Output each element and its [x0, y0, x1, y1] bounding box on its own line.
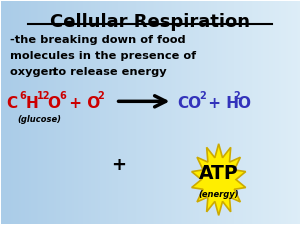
Text: oxygen: oxygen [10, 67, 60, 77]
Text: 6: 6 [59, 91, 66, 101]
Text: 12: 12 [37, 91, 51, 101]
Text: H: H [26, 96, 38, 111]
Text: + H: + H [203, 96, 239, 111]
Text: molecules in the presence of: molecules in the presence of [10, 51, 196, 61]
Text: 6: 6 [20, 91, 26, 101]
Text: -the breaking down of food: -the breaking down of food [10, 35, 185, 45]
Text: 2: 2 [234, 91, 240, 101]
Text: +: + [111, 156, 126, 174]
Text: O: O [238, 96, 250, 111]
Polygon shape [192, 144, 246, 215]
Text: CO: CO [177, 96, 201, 111]
Text: to release energy: to release energy [53, 67, 166, 77]
Text: Cellular Respiration: Cellular Respiration [50, 13, 250, 31]
Text: ATP: ATP [199, 164, 238, 184]
Text: 2: 2 [98, 91, 104, 101]
Text: 2: 2 [199, 91, 206, 101]
Text: C: C [7, 96, 18, 111]
Text: (energy): (energy) [198, 190, 239, 199]
Text: + O: + O [64, 96, 100, 111]
Text: O: O [47, 96, 60, 111]
Text: (glucose): (glucose) [17, 115, 61, 124]
